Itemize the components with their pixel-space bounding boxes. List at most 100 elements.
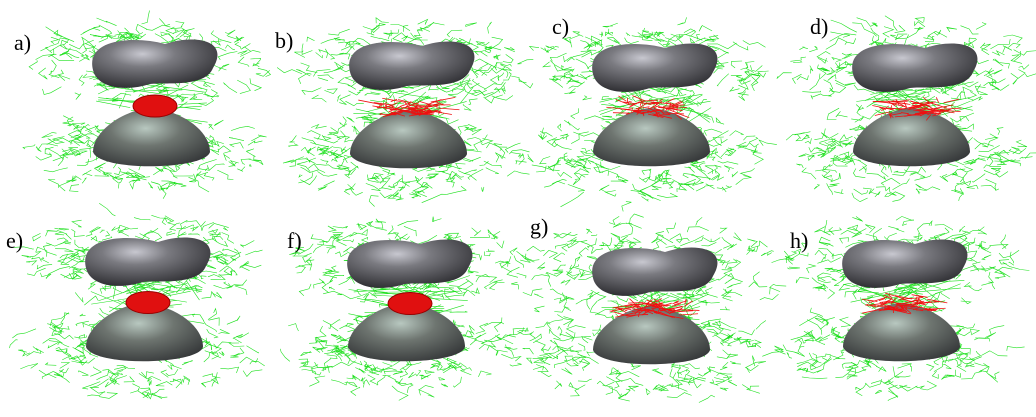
mesh-line bbox=[1003, 35, 1022, 43]
mesh-line bbox=[69, 38, 84, 50]
mesh-line bbox=[345, 101, 363, 106]
mesh-line bbox=[471, 288, 479, 293]
mesh-line bbox=[445, 234, 461, 238]
mesh-line bbox=[99, 203, 115, 216]
mesh-line bbox=[472, 228, 481, 236]
mesh-line bbox=[351, 188, 363, 195]
mesh-line bbox=[555, 381, 562, 389]
top-blob bbox=[852, 43, 977, 91]
mesh-line bbox=[543, 62, 551, 67]
mesh-line bbox=[33, 233, 41, 241]
mesh-line bbox=[555, 243, 566, 248]
mesh-line bbox=[337, 160, 344, 168]
mesh-line bbox=[68, 131, 81, 140]
mesh-line bbox=[222, 233, 234, 244]
mesh-line bbox=[277, 68, 302, 74]
mesh-line bbox=[310, 142, 328, 146]
mesh-line bbox=[969, 357, 982, 361]
mesh-line bbox=[148, 183, 153, 189]
neck-spike bbox=[358, 100, 382, 105]
mesh-line bbox=[986, 179, 997, 191]
mesh-line bbox=[229, 343, 244, 347]
mesh-line bbox=[667, 223, 676, 234]
mesh-line bbox=[322, 135, 331, 140]
mesh-line bbox=[488, 22, 492, 34]
mesh-line bbox=[428, 174, 439, 179]
mesh-line bbox=[363, 380, 369, 388]
neck-spike bbox=[876, 306, 877, 307]
mesh-line bbox=[492, 96, 513, 101]
mesh-line bbox=[210, 149, 219, 155]
mesh-line bbox=[543, 347, 551, 353]
mesh-line bbox=[915, 175, 932, 181]
mesh-line bbox=[503, 54, 513, 62]
mesh-line bbox=[995, 271, 1005, 279]
mesh-line bbox=[475, 334, 500, 342]
mesh-line bbox=[606, 191, 616, 197]
mesh-line bbox=[967, 238, 975, 246]
mesh-line bbox=[597, 314, 614, 318]
mesh-line bbox=[810, 66, 813, 74]
top-blob bbox=[592, 247, 717, 295]
mesh-line bbox=[748, 241, 767, 249]
mesh-line bbox=[828, 184, 839, 188]
mesh-line bbox=[89, 227, 100, 232]
mesh-line bbox=[201, 383, 206, 387]
mesh-line bbox=[482, 187, 484, 192]
mesh-line bbox=[603, 23, 618, 27]
mesh-line bbox=[817, 147, 827, 152]
mesh-line bbox=[652, 186, 662, 190]
mesh-line bbox=[203, 320, 216, 332]
mesh-line bbox=[350, 162, 358, 172]
panel-label: e) bbox=[6, 228, 23, 253]
mesh-line bbox=[142, 11, 150, 25]
mesh-line bbox=[179, 226, 187, 236]
mesh-line bbox=[741, 168, 755, 177]
mesh-line bbox=[324, 89, 337, 94]
panel-render bbox=[774, 216, 1029, 400]
mesh-line bbox=[991, 168, 1001, 171]
mesh-line bbox=[569, 383, 579, 390]
mesh-line bbox=[90, 367, 101, 377]
mesh-line bbox=[358, 223, 363, 229]
mesh-line bbox=[995, 59, 1010, 69]
neck-ring bbox=[126, 292, 170, 314]
mesh-line bbox=[706, 288, 718, 298]
mesh-line bbox=[568, 259, 576, 273]
page: a) b) c) d) e) f) g) h) (() => { const d… bbox=[0, 0, 1036, 417]
mesh-line bbox=[480, 161, 489, 165]
mesh-line bbox=[369, 196, 378, 207]
mesh-line bbox=[211, 141, 224, 146]
mesh-line bbox=[720, 228, 727, 233]
mesh-line bbox=[511, 153, 523, 157]
mesh-line bbox=[476, 276, 497, 283]
mesh-line bbox=[355, 368, 365, 374]
mesh-line bbox=[916, 184, 927, 190]
mesh-line bbox=[41, 257, 49, 263]
mesh-line bbox=[618, 393, 629, 401]
mesh-line bbox=[928, 31, 947, 37]
mesh-line bbox=[36, 153, 52, 161]
mesh-line bbox=[323, 321, 331, 329]
mesh-line bbox=[830, 32, 850, 38]
mesh-line bbox=[807, 155, 814, 160]
mesh-line bbox=[555, 359, 572, 368]
mesh-line bbox=[225, 45, 235, 50]
mesh-line bbox=[943, 364, 952, 369]
mesh-line bbox=[738, 142, 747, 148]
mesh-line bbox=[225, 30, 235, 36]
panel-label: f) bbox=[287, 228, 302, 253]
mesh-line bbox=[153, 389, 165, 394]
mesh-line bbox=[55, 228, 69, 230]
mesh-line bbox=[601, 242, 609, 246]
mesh-line bbox=[346, 323, 354, 327]
mesh-line bbox=[384, 30, 394, 35]
mesh-line bbox=[250, 78, 261, 90]
mesh-line bbox=[997, 155, 1016, 161]
mesh-line bbox=[704, 116, 713, 123]
mesh-line bbox=[720, 307, 730, 310]
mesh-line bbox=[935, 225, 953, 231]
mesh-line bbox=[280, 349, 290, 362]
mesh-line bbox=[814, 185, 819, 190]
mesh-line bbox=[898, 239, 919, 241]
